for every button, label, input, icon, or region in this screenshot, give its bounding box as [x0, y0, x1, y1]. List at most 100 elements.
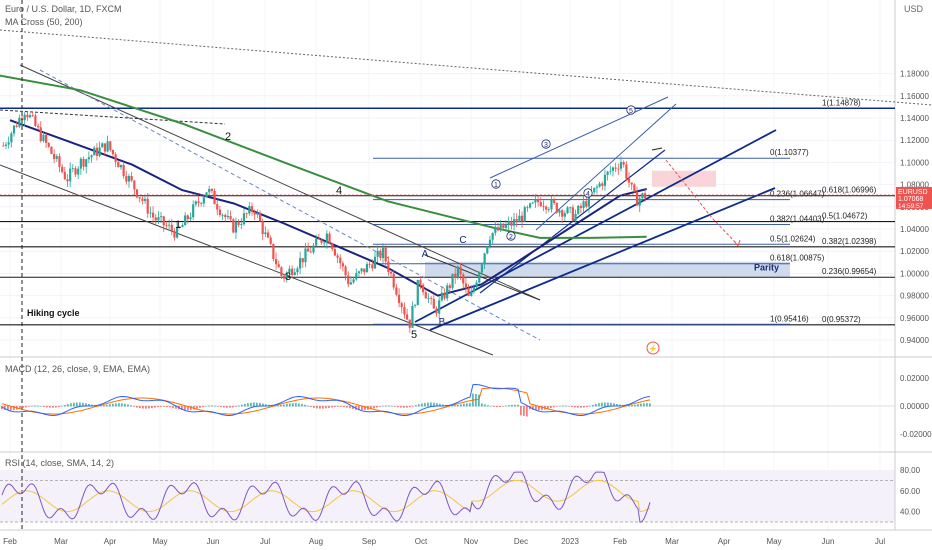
macd-histogram-bar [604, 402, 606, 407]
macd-histogram-bar [49, 406, 51, 408]
macd-histogram-bar [328, 406, 330, 408]
candle-body [446, 285, 449, 299]
macd-histogram-bar [532, 406, 534, 410]
macd-histogram-bar [487, 405, 489, 407]
abc-line [424, 254, 541, 301]
candle-body [400, 303, 403, 308]
macd-histogram-bar [337, 406, 339, 407]
macd-histogram-bar [517, 404, 519, 407]
elliott-wave-label: 1 [175, 219, 181, 231]
candle-body [333, 248, 336, 256]
candle-body [93, 147, 96, 156]
candle-body [470, 291, 473, 297]
candle-body [248, 206, 251, 214]
macd-histogram-bar [154, 406, 156, 408]
macd-histogram-bar [217, 406, 219, 407]
neckline-dashed [0, 109, 226, 125]
macd-histogram-bar [43, 406, 45, 407]
macd-histogram-bar [457, 404, 459, 407]
candle-body [250, 206, 254, 212]
candle-body [577, 205, 580, 214]
macd-histogram-bar [376, 406, 378, 408]
candle-body [309, 251, 312, 253]
candle-body [253, 211, 256, 215]
candle-body [127, 175, 131, 182]
candle-body [296, 268, 299, 273]
candle-body [571, 207, 574, 221]
candle-body [593, 187, 596, 193]
macd-histogram-bar [442, 404, 444, 407]
macd-histogram-bar [460, 404, 462, 407]
candle-body [547, 209, 550, 210]
macd-histogram-bar [232, 406, 234, 408]
macd-histogram-bar [406, 406, 408, 408]
candle-body [488, 239, 492, 247]
macd-histogram-bar [535, 406, 537, 411]
candle-body [438, 300, 441, 314]
fib-level-label: 0(1.10377) [770, 148, 809, 157]
candle-body [301, 258, 304, 263]
elliott-wave-label: 4 [336, 185, 342, 197]
elliott-wave-label: 5 [411, 329, 417, 341]
macd-signal-line [1, 387, 651, 415]
macd-histogram-bar [229, 406, 231, 408]
candle-body [218, 209, 222, 215]
macd-histogram-bar [400, 406, 402, 408]
macd-histogram-bar [463, 403, 465, 407]
macd-histogram-bar [139, 406, 141, 409]
candle-body [184, 215, 187, 226]
time-axis-tick: May [766, 537, 781, 546]
channel-upper-line [19, 64, 541, 301]
candle-body [368, 263, 371, 265]
candle-body [609, 170, 612, 172]
candle-body [566, 207, 569, 214]
macd-histogram-bar [475, 393, 477, 407]
macd-histogram-bar [103, 405, 105, 407]
elliott-wave-label: 3 [285, 271, 291, 283]
macd-histogram-bar [439, 403, 441, 407]
candle-body [349, 282, 353, 285]
candle-body [392, 273, 395, 288]
macd-histogram-bar [28, 406, 30, 407]
macd-histogram-bar [151, 406, 153, 409]
macd-histogram-bar [262, 403, 264, 407]
candle-body [510, 221, 513, 226]
candle-body [18, 117, 21, 127]
candle-body [36, 125, 40, 128]
rsi-axis-tick: 80.00 [900, 466, 921, 475]
candle-body [448, 285, 451, 288]
candle-body [103, 143, 107, 152]
candle-body [619, 162, 623, 169]
last-price-countdown: 14:59:57 [898, 203, 924, 210]
macd-histogram-bar [286, 403, 288, 407]
candle-body [424, 292, 427, 299]
macd-histogram-bar [22, 406, 24, 409]
macd-histogram-bar [61, 405, 63, 407]
macd-histogram-bar [634, 404, 636, 407]
macd-histogram-bar [190, 406, 192, 410]
candle-body [633, 184, 636, 192]
candle-body [483, 253, 486, 265]
macd-histogram-bar [241, 404, 243, 407]
macd-histogram-bar [613, 403, 615, 407]
macd-histogram-bar [322, 406, 324, 409]
candle-body [157, 217, 160, 221]
macd-histogram-bar [403, 406, 405, 408]
candle-body [261, 221, 264, 235]
candle-body [197, 201, 200, 203]
candle-body [53, 153, 56, 159]
candle-body [558, 210, 561, 213]
candle-body [245, 213, 248, 215]
candle-body [539, 202, 542, 206]
candle-body [480, 264, 484, 273]
macd-histogram-bar [433, 402, 435, 407]
candle-body [44, 134, 48, 143]
macd-histogram-bar [370, 406, 372, 410]
candle-body [101, 143, 104, 148]
candle-body [411, 305, 414, 328]
candle-body [371, 264, 374, 269]
rsi-band [0, 470, 895, 522]
macd-histogram-bar [100, 405, 102, 407]
macd-histogram-bar [556, 406, 558, 407]
impulse-channel-top [489, 96, 669, 179]
